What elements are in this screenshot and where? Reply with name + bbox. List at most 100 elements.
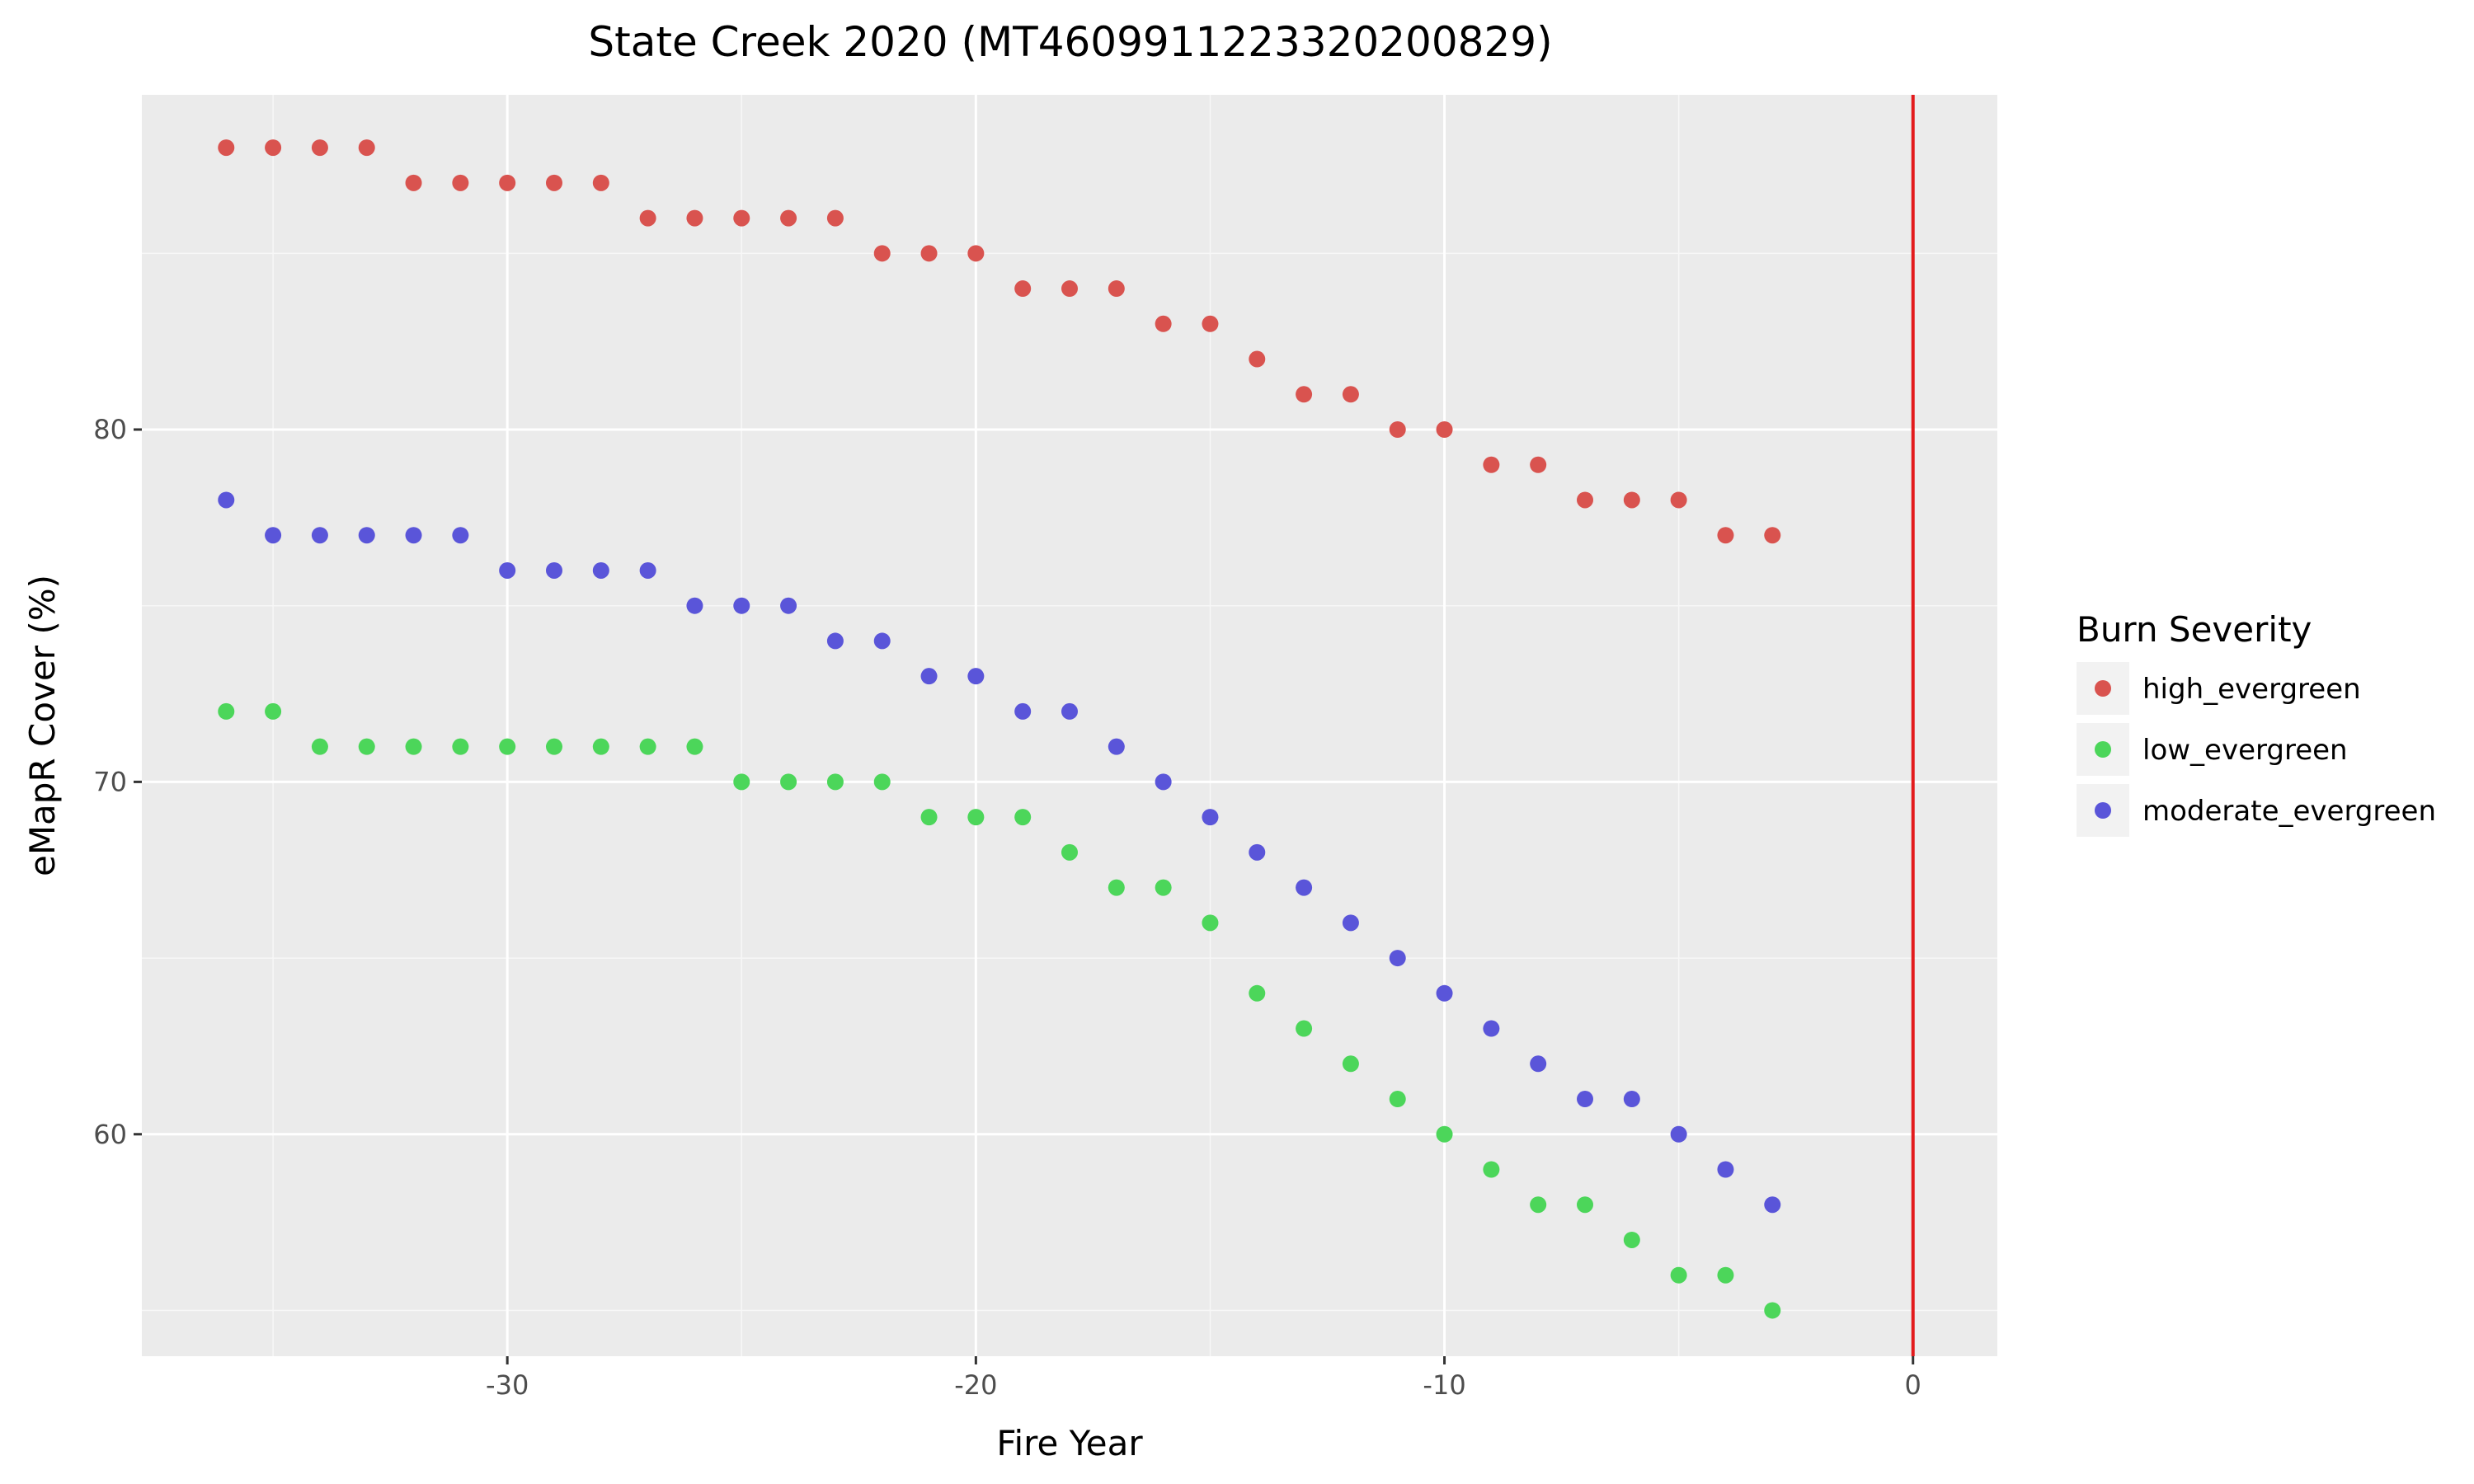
data-point-high_evergreen [592,174,609,191]
data-point-low_evergreen [967,809,985,826]
data-point-low_evergreen [1717,1266,1734,1284]
data-point-moderate_evergreen [1202,809,1219,826]
data-point-high_evergreen [546,174,562,191]
data-point-low_evergreen [499,738,516,755]
data-point-low_evergreen [358,738,375,755]
data-point-high_evergreen [639,209,656,227]
data-point-low_evergreen [1530,1196,1547,1214]
data-point-moderate_evergreen [218,491,235,509]
data-point-low_evergreen [311,738,328,755]
data-point-low_evergreen [826,773,844,791]
plot-panel [142,95,1997,1356]
data-point-moderate_evergreen [592,561,609,579]
legend-swatch [2095,741,2111,758]
y-axis-title: eMapR Cover (%) [22,575,63,876]
data-point-low_evergreen [1436,1125,1453,1143]
data-point-high_evergreen [405,174,422,191]
data-point-low_evergreen [1249,984,1266,1002]
y-tick-label: 60 [93,1119,127,1150]
data-point-low_evergreen [1670,1266,1687,1284]
data-point-low_evergreen [592,738,609,755]
data-point-moderate_evergreen [686,597,703,614]
data-point-high_evergreen [1530,456,1547,473]
data-point-low_evergreen [920,809,938,826]
grid-minor [142,95,1997,1356]
data-point-moderate_evergreen [1296,879,1313,896]
data-point-low_evergreen [1296,1020,1313,1037]
data-point-high_evergreen [1108,280,1125,298]
data-point-high_evergreen [1577,491,1593,509]
legend-label: moderate_evergreen [2142,795,2436,828]
data-point-moderate_evergreen [265,527,282,544]
data-point-low_evergreen [1061,843,1078,861]
data-point-low_evergreen [686,738,703,755]
data-point-high_evergreen [1623,491,1640,509]
data-point-low_evergreen [1014,809,1032,826]
data-point-moderate_evergreen [1014,702,1032,720]
data-point-moderate_evergreen [452,527,469,544]
y-tick-label: 80 [93,414,127,445]
data-point-moderate_evergreen [1342,914,1359,932]
data-point-high_evergreen [1764,527,1781,544]
data-point-low_evergreen [1483,1161,1500,1178]
data-point-moderate_evergreen [873,632,891,650]
data-point-low_evergreen [218,702,235,720]
x-tick-label: -30 [486,1369,529,1401]
x-tick-label: -10 [1423,1369,1465,1401]
data-point-low_evergreen [1342,1055,1359,1073]
data-point-moderate_evergreen [1577,1091,1593,1108]
data-point-high_evergreen [733,209,750,227]
data-point-moderate_evergreen [967,668,985,685]
data-point-moderate_evergreen [1483,1020,1500,1037]
data-point-low_evergreen [733,773,750,791]
data-point-low_evergreen [1108,879,1125,896]
data-point-high_evergreen [1389,421,1406,439]
data-point-low_evergreen [1623,1231,1640,1248]
data-point-high_evergreen [1155,315,1172,332]
data-point-low_evergreen [405,738,422,755]
data-point-low_evergreen [639,738,656,755]
data-point-moderate_evergreen [1108,738,1125,755]
data-point-moderate_evergreen [311,527,328,544]
data-point-low_evergreen [265,702,282,720]
data-point-moderate_evergreen [499,561,516,579]
data-point-high_evergreen [358,139,375,157]
data-point-moderate_evergreen [546,561,562,579]
data-point-low_evergreen [1764,1302,1781,1319]
data-point-moderate_evergreen [920,668,938,685]
data-point-high_evergreen [1436,421,1453,439]
data-point-high_evergreen [311,139,328,157]
legend-title: Burn Severity [2077,609,2312,650]
data-point-moderate_evergreen [1670,1125,1687,1143]
data-point-low_evergreen [452,738,469,755]
data-point-high_evergreen [1061,280,1078,298]
data-point-moderate_evergreen [1764,1196,1781,1214]
x-axis-title: Fire Year [996,1423,1143,1463]
chart-title: State Creek 2020 (MT4609911223320200829) [588,18,1552,66]
data-point-low_evergreen [1155,879,1172,896]
legend: Burn Severity high_evergreen low_evergree… [2077,609,2436,837]
y-tick-label: 70 [93,766,127,797]
data-point-low_evergreen [1389,1091,1406,1108]
data-point-low_evergreen [546,738,562,755]
data-point-high_evergreen [499,174,516,191]
data-point-low_evergreen [1202,914,1219,932]
data-point-high_evergreen [218,139,235,157]
data-point-high_evergreen [265,139,282,157]
legend-swatch [2095,802,2111,819]
data-point-moderate_evergreen [1530,1055,1547,1073]
data-point-moderate_evergreen [639,561,656,579]
x-tick-label: -20 [954,1369,997,1401]
data-point-moderate_evergreen [1389,950,1406,967]
data-point-high_evergreen [826,209,844,227]
x-axis-ticks: -30 -20 -10 0 [486,1356,1921,1401]
data-point-moderate_evergreen [1155,773,1172,791]
data-point-moderate_evergreen [1249,843,1266,861]
legend-label: low_evergreen [2142,734,2348,767]
data-point-moderate_evergreen [1717,1161,1734,1178]
data-point-moderate_evergreen [780,597,797,614]
data-point-high_evergreen [1717,527,1734,544]
y-axis-ticks: 60 70 80 [93,414,142,1150]
grid-major [142,95,1997,1356]
